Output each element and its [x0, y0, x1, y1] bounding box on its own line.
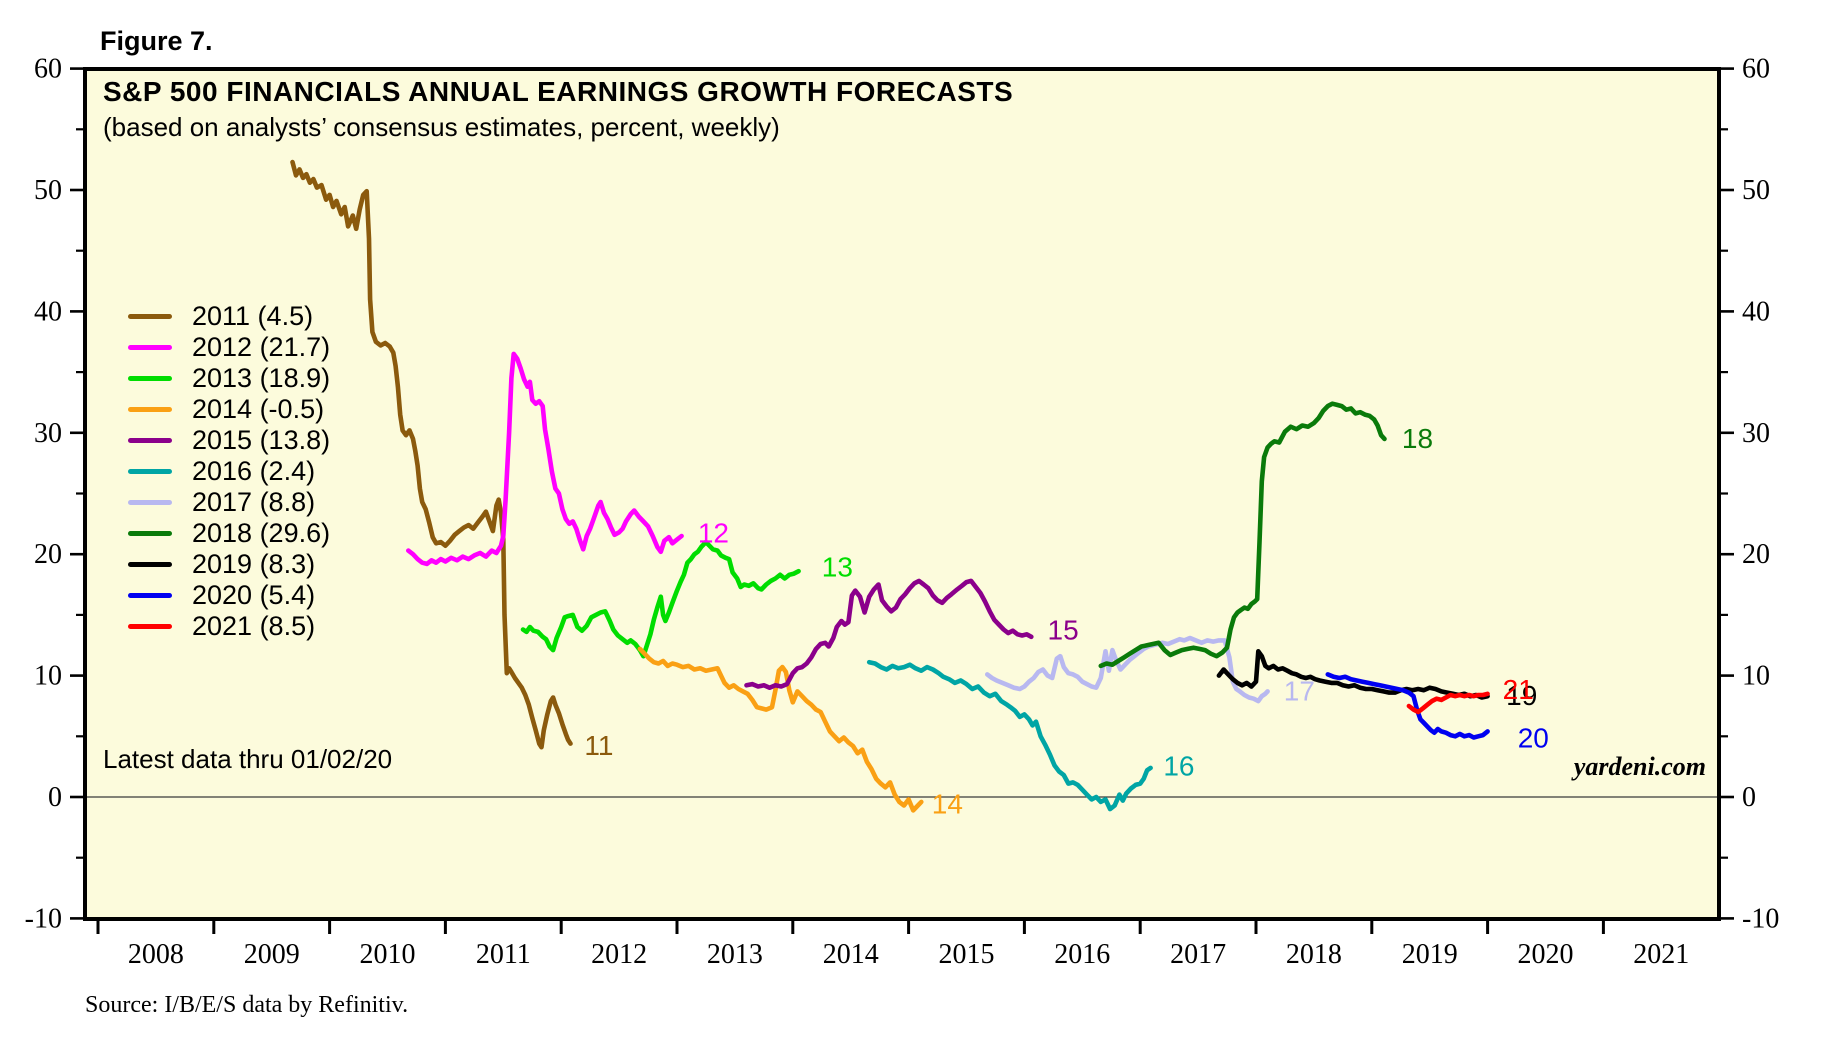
figure-number-label: Figure 7. [100, 26, 213, 56]
x-tick-label-2020: 2020 [1518, 939, 1574, 970]
legend-item-2015: 2015 (13.8) [128, 425, 330, 456]
x-tick-label-2013: 2013 [707, 939, 763, 970]
chart-title: S&P 500 FINANCIALS ANNUAL EARNINGS GROWT… [103, 76, 1014, 107]
legend-label-2011: 2011 (4.5) [192, 301, 314, 331]
legend-item-2017: 2017 (8.8) [128, 487, 330, 518]
legend-swatch-2021 [128, 624, 172, 629]
legend-swatch-2020 [128, 593, 172, 598]
legend-swatch-2013 [128, 376, 172, 381]
end-label-21: 21 [1503, 674, 1534, 705]
legend-swatch-2018 [128, 531, 172, 536]
series-line-2021 [1406, 691, 1490, 715]
legend-item-2020: 2020 (5.4) [128, 580, 330, 611]
legend-label-2015: 2015 (13.8) [192, 425, 331, 455]
x-tick-label-2015: 2015 [939, 939, 995, 970]
legend-swatch-2012 [128, 345, 172, 350]
end-label-13: 13 [822, 552, 853, 583]
y-tick-label-right: 10 [1742, 661, 1770, 692]
end-label-16: 16 [1163, 751, 1194, 782]
y-tick-label-right: 0 [1742, 782, 1756, 813]
series-line-2014 [637, 646, 924, 813]
legend-label-2013: 2013 (18.9) [192, 363, 331, 393]
legend-label-2017: 2017 (8.8) [192, 487, 316, 517]
series-line-2013 [520, 539, 801, 659]
end-label-18: 18 [1402, 423, 1433, 454]
legend-swatch-2017 [128, 500, 172, 505]
x-tick-label-2009: 2009 [244, 939, 300, 970]
y-tick-label-right: 30 [1742, 418, 1770, 449]
legend-label-2020: 2020 (5.4) [192, 580, 316, 610]
yardeni-watermark: yardeni.com [1573, 752, 1706, 781]
y-tick-label-left: 60 [34, 54, 62, 85]
end-label-12: 12 [698, 518, 729, 549]
legend-label-2016: 2016 (2.4) [192, 456, 316, 486]
x-tick-label-2017: 2017 [1170, 939, 1226, 970]
y-tick-label-right: -10 [1742, 903, 1779, 934]
legend-item-2018: 2018 (29.6) [128, 518, 330, 549]
legend-item-2021: 2021 (8.5) [128, 611, 330, 642]
end-label-15: 15 [1048, 615, 1079, 646]
x-tick-label-2016: 2016 [1054, 939, 1110, 970]
legend-swatch-2014 [128, 407, 172, 412]
series-line-2015 [744, 578, 1034, 691]
series-line-2019 [1216, 648, 1490, 700]
end-label-20: 20 [1518, 723, 1549, 754]
end-label-11: 11 [584, 730, 613, 761]
series-line-2017 [984, 635, 1270, 704]
legend-swatch-2015 [128, 438, 172, 443]
series-group [290, 159, 1490, 813]
x-tick-label-2008: 2008 [128, 939, 184, 970]
x-tick-label-2010: 2010 [360, 939, 416, 970]
end-label-17: 17 [1284, 675, 1315, 706]
legend-swatch-2019 [128, 562, 172, 567]
legend-item-2013: 2013 (18.9) [128, 363, 330, 394]
legend-item-2014: 2014 (-0.5) [128, 394, 330, 425]
legend-label-2018: 2018 (29.6) [192, 518, 331, 548]
legend-label-2014: 2014 (-0.5) [192, 394, 325, 424]
legend-item-2019: 2019 (8.3) [128, 549, 330, 580]
end-label-19: 19 [1506, 680, 1537, 711]
legend-swatch-2016 [128, 469, 172, 474]
chart-title-block: S&P 500 FINANCIALS ANNUAL EARNINGS GROWT… [103, 76, 1013, 143]
chart-legend: 2011 (4.5) 2012 (21.7) 2013 (18.9) 2014 (-0… [128, 301, 330, 642]
series-line-2018 [1098, 401, 1387, 669]
y-tick-label-right: 60 [1742, 54, 1770, 85]
source-attribution: Source: I/B/E/S data by Refinitiv. [85, 992, 409, 1018]
y-tick-label-left: 30 [34, 418, 62, 449]
chart-subtitle: (based on analysts’ consensus estimates,… [103, 112, 780, 142]
y-tick-label-left: 0 [48, 782, 62, 813]
series-end-labels: 11 12 13 14 15 16 17 18 19 20 21 [584, 423, 1549, 819]
x-axis: 2008 2009 2010 2011 2012 2013 2014 2015 2016 2017… [96, 919, 1689, 970]
series-line-2011 [290, 159, 573, 750]
y-tick-label-right: 50 [1742, 175, 1770, 206]
legend-item-2012: 2012 (21.7) [128, 332, 330, 363]
y-tick-label-right: 40 [1742, 296, 1770, 327]
y-tick-label-left: 10 [34, 661, 62, 692]
y-tick-label-left: 50 [34, 175, 62, 206]
y-tick-label-left: -10 [25, 903, 62, 934]
x-tick-label-2014: 2014 [823, 939, 879, 970]
x-tick-label-2021: 2021 [1633, 939, 1689, 970]
y-tick-label-right: 20 [1742, 539, 1770, 570]
x-tick-label-2019: 2019 [1402, 939, 1458, 970]
x-tick-label-2011: 2011 [476, 939, 531, 970]
legend-label-2012: 2012 (21.7) [192, 332, 331, 362]
legend-label-2019: 2019 (8.3) [192, 549, 316, 579]
end-label-14: 14 [932, 788, 963, 819]
y-tick-label-left: 40 [34, 296, 62, 327]
series-line-2012 [405, 351, 684, 567]
series-line-2020 [1325, 672, 1490, 740]
legend-swatch-2011 [128, 314, 172, 319]
y-tick-label-left: 20 [34, 539, 62, 570]
latest-data-note: Latest data thru 01/02/20 [103, 744, 393, 774]
x-tick-label-2012: 2012 [591, 939, 647, 970]
y-axis: -10 -10 0 0 10 10 20 20 30 30 40 40 50 50 60 60 [25, 54, 1780, 935]
legend-label-2021: 2021 (8.5) [192, 611, 316, 641]
legend-item-2011: 2011 (4.5) [128, 301, 330, 332]
series-line-2016 [866, 659, 1153, 812]
x-tick-label-2018: 2018 [1286, 939, 1342, 970]
legend-item-2016: 2016 (2.4) [128, 456, 330, 487]
